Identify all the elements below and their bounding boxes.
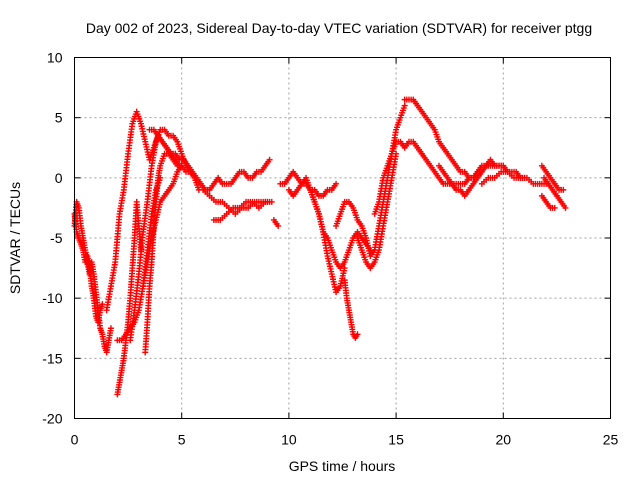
x-axis-label: GPS time / hours bbox=[289, 458, 396, 474]
x-tick-label: 15 bbox=[388, 432, 404, 448]
series-s11 bbox=[210, 198, 275, 223]
series-s18 bbox=[354, 150, 400, 272]
series-s12 bbox=[270, 216, 282, 229]
series-s26 bbox=[538, 192, 558, 211]
y-tick-label: -10 bbox=[42, 290, 62, 306]
series-s9 bbox=[146, 126, 273, 193]
series-s17 bbox=[341, 277, 361, 341]
y-tick-label: 5 bbox=[55, 110, 63, 126]
data-point bbox=[401, 102, 408, 109]
data-point bbox=[354, 331, 361, 338]
y-axis-label: SDTVAR / TECUs bbox=[7, 182, 23, 294]
series-s23 bbox=[478, 168, 550, 187]
data-point bbox=[268, 198, 275, 205]
y-tick-label: 10 bbox=[47, 50, 63, 66]
data-point bbox=[551, 204, 558, 211]
data-point bbox=[99, 301, 106, 308]
series-s15 bbox=[307, 186, 348, 296]
data-point bbox=[266, 156, 273, 163]
x-tick-label: 25 bbox=[603, 432, 619, 448]
series-s3 bbox=[103, 108, 185, 314]
series-s25 bbox=[541, 174, 569, 211]
x-tick-label: 0 bbox=[71, 432, 79, 448]
grid bbox=[74, 57, 611, 419]
x-tick-label: 10 bbox=[281, 432, 297, 448]
series-s2 bbox=[71, 210, 106, 326]
data-point bbox=[341, 265, 348, 272]
data-point bbox=[562, 204, 569, 211]
series-s22 bbox=[435, 162, 528, 199]
series-s10 bbox=[200, 186, 271, 217]
series-s8 bbox=[142, 150, 194, 356]
data-point bbox=[560, 186, 567, 193]
y-tick-label: -20 bbox=[42, 411, 62, 427]
data-point bbox=[107, 325, 114, 332]
plot-frame bbox=[74, 57, 611, 419]
data-point bbox=[333, 180, 340, 187]
series-s4 bbox=[114, 198, 144, 398]
series-s21 bbox=[418, 150, 507, 187]
x-tick-label: 20 bbox=[496, 432, 512, 448]
series-s24 bbox=[538, 162, 567, 193]
data-series bbox=[71, 96, 569, 398]
x-tick-label: 5 bbox=[178, 432, 186, 448]
data-point bbox=[275, 222, 282, 229]
y-tick-label: -15 bbox=[42, 350, 62, 366]
y-tick-label: -5 bbox=[50, 230, 63, 246]
chart-title: Day 002 of 2023, Sidereal Day-to-day VTE… bbox=[86, 20, 592, 36]
series-s16 bbox=[333, 102, 408, 260]
y-tick-label: 0 bbox=[55, 170, 63, 186]
